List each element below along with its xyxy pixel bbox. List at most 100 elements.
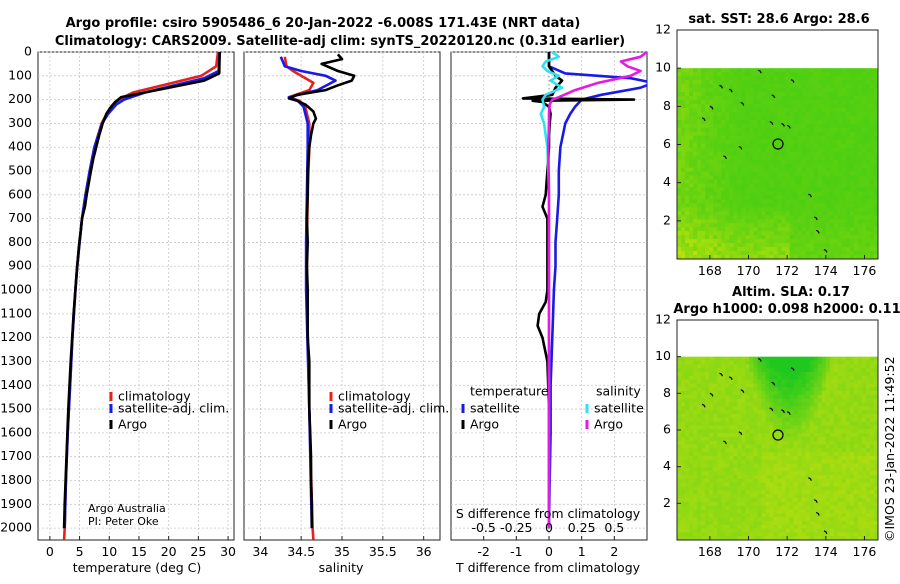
heatmap-cell bbox=[737, 448, 741, 452]
heatmap-cell bbox=[826, 96, 830, 100]
heatmap-cell bbox=[806, 68, 810, 72]
heatmap-cell bbox=[854, 418, 858, 422]
heatmap-cell bbox=[798, 96, 802, 100]
heatmap-cell bbox=[741, 219, 745, 223]
heatmap-cell bbox=[870, 483, 874, 487]
heatmap-cell bbox=[778, 76, 782, 80]
heatmap-cell bbox=[862, 231, 866, 235]
heatmap-cell bbox=[689, 456, 693, 460]
heatmap-cell bbox=[858, 120, 862, 124]
heatmap-cell bbox=[753, 144, 757, 148]
heatmap-cell bbox=[677, 179, 681, 183]
heatmap-cell bbox=[729, 203, 733, 207]
heatmap-cell bbox=[761, 112, 765, 116]
heatmap-cell bbox=[713, 414, 717, 418]
heatmap-cell bbox=[798, 429, 802, 433]
heatmap-cell bbox=[757, 483, 761, 487]
heatmap-cell bbox=[773, 406, 777, 410]
heatmap-cell bbox=[741, 403, 745, 407]
heatmap-cell bbox=[814, 120, 818, 124]
heatmap-cell bbox=[790, 92, 794, 96]
heatmap-cell bbox=[850, 191, 854, 195]
heatmap-cell bbox=[725, 391, 729, 395]
heatmap-cell bbox=[782, 104, 786, 108]
heatmap-cell bbox=[689, 387, 693, 391]
heatmap-cell bbox=[761, 368, 765, 372]
heatmap-cell bbox=[753, 448, 757, 452]
heatmap-cell bbox=[685, 513, 689, 517]
heatmap-cell bbox=[846, 227, 850, 231]
heatmap-cell bbox=[798, 144, 802, 148]
heatmap-cell bbox=[826, 88, 830, 92]
heatmap-cell bbox=[757, 235, 761, 239]
heatmap-cell bbox=[782, 471, 786, 475]
heatmap-cell bbox=[834, 195, 838, 199]
heatmap-cell bbox=[757, 448, 761, 452]
heatmap-cell bbox=[790, 164, 794, 168]
heatmap-cell bbox=[862, 68, 866, 72]
heatmap-cell bbox=[737, 96, 741, 100]
heatmap-cell bbox=[838, 104, 842, 108]
heatmap-cell bbox=[810, 187, 814, 191]
heatmap-cell bbox=[782, 251, 786, 255]
heatmap-cell bbox=[778, 152, 782, 156]
heatmap-cell bbox=[826, 172, 830, 176]
heatmap-cell bbox=[810, 487, 814, 491]
heatmap-cell bbox=[733, 399, 737, 403]
heatmap-cell bbox=[846, 383, 850, 387]
heatmap-cell bbox=[782, 227, 786, 231]
heatmap-cell bbox=[765, 136, 769, 140]
heatmap-cell bbox=[701, 96, 705, 100]
heatmap-cell bbox=[858, 456, 862, 460]
heatmap-cell bbox=[822, 96, 826, 100]
heatmap-cell bbox=[681, 136, 685, 140]
heatmap-cell bbox=[802, 410, 806, 414]
heatmap-cell bbox=[765, 437, 769, 441]
heatmap-cell bbox=[737, 136, 741, 140]
heatmap-cell bbox=[677, 211, 681, 215]
heatmap-cell bbox=[786, 418, 790, 422]
heatmap-cell bbox=[822, 68, 826, 72]
heatmap-cell bbox=[826, 80, 830, 84]
heatmap-cell bbox=[810, 108, 814, 112]
heatmap-cell bbox=[778, 239, 782, 243]
heatmap-cell bbox=[753, 521, 757, 525]
heatmap-cell bbox=[765, 251, 769, 255]
heatmap-cell bbox=[721, 239, 725, 243]
heatmap-cell bbox=[693, 487, 697, 491]
heatmap-cell bbox=[757, 172, 761, 176]
heatmap-cell bbox=[790, 160, 794, 164]
heatmap-cell bbox=[681, 529, 685, 533]
heatmap-cell bbox=[681, 191, 685, 195]
heatmap-cell bbox=[737, 152, 741, 156]
heatmap-cell bbox=[862, 76, 866, 80]
heatmap-cell bbox=[701, 475, 705, 479]
heatmap-cell bbox=[858, 479, 862, 483]
heatmap-cell bbox=[838, 191, 842, 195]
heatmap-cell bbox=[701, 72, 705, 76]
heatmap-cell bbox=[737, 191, 741, 195]
heatmap-cell bbox=[798, 395, 802, 399]
heatmap-cell bbox=[721, 72, 725, 76]
heatmap-cell bbox=[765, 372, 769, 376]
heatmap-cell bbox=[854, 223, 858, 227]
heatmap-cell bbox=[846, 357, 850, 361]
heatmap-cell bbox=[830, 360, 834, 364]
heatmap-cell bbox=[709, 247, 713, 251]
heatmap-cell bbox=[846, 448, 850, 452]
heatmap-cell bbox=[705, 100, 709, 104]
heatmap-cell bbox=[689, 464, 693, 468]
heatmap-cell bbox=[773, 483, 777, 487]
heatmap-cell bbox=[769, 179, 773, 183]
heatmap-cell bbox=[753, 494, 757, 498]
heatmap-cell bbox=[769, 494, 773, 498]
heatmap-cell bbox=[846, 494, 850, 498]
heatmap-cell bbox=[745, 76, 749, 80]
heatmap-cell bbox=[717, 513, 721, 517]
heatmap-cell bbox=[745, 483, 749, 487]
heatmap-cell bbox=[858, 395, 862, 399]
heatmap-cell bbox=[689, 128, 693, 132]
depth-tick-label: 1800 bbox=[0, 472, 32, 487]
heatmap-cell bbox=[870, 144, 874, 148]
heatmap-cell bbox=[854, 383, 858, 387]
